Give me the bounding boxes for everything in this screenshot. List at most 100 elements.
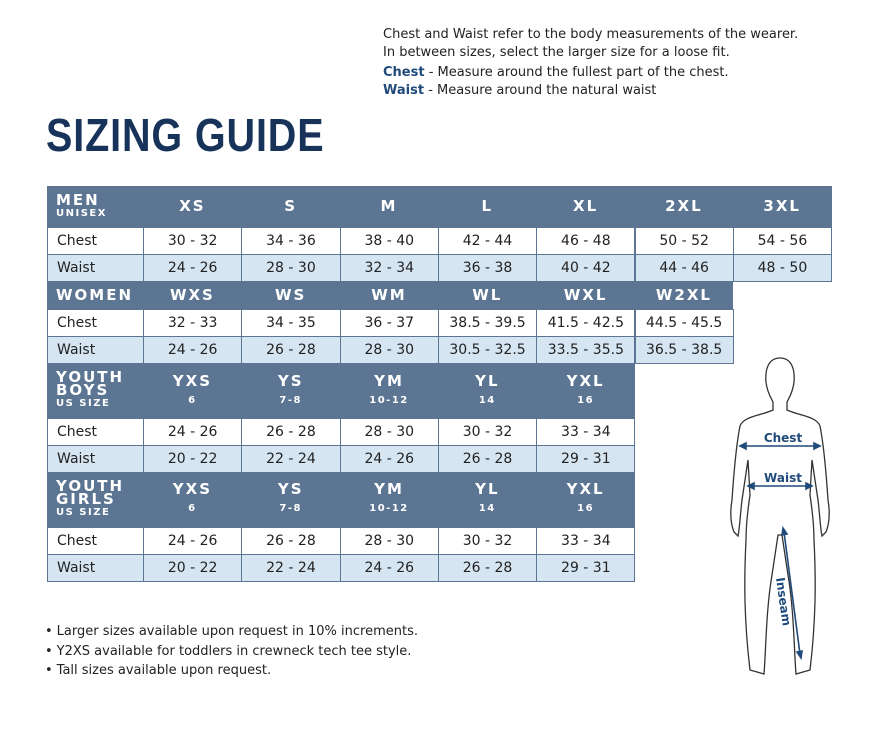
size-header: YS 7-8 bbox=[241, 363, 341, 418]
size-header: WL bbox=[437, 281, 537, 309]
size-header: S bbox=[241, 186, 341, 227]
size-sub: 7-8 bbox=[279, 394, 302, 406]
size-name: YS bbox=[277, 480, 304, 499]
size-header: YS 7-8 bbox=[241, 472, 341, 527]
notes: Larger sizes available upon request in 1… bbox=[45, 622, 418, 681]
cell: 44 - 46 bbox=[634, 254, 734, 283]
intro-line: In between sizes, select the larger size… bbox=[383, 45, 730, 60]
size-name: YS bbox=[277, 371, 304, 390]
size-header: YXL 16 bbox=[536, 472, 635, 527]
size-name: L bbox=[481, 197, 494, 215]
section-label: YOUTH bbox=[56, 476, 125, 495]
cell: 33 - 34 bbox=[536, 526, 636, 555]
cell: 50 - 52 bbox=[634, 227, 734, 256]
row-label: Waist bbox=[47, 254, 144, 283]
size-name: 3XL bbox=[763, 197, 801, 215]
cell: 46 - 48 bbox=[536, 227, 636, 256]
row-label: Waist bbox=[47, 445, 144, 474]
size-header: XL bbox=[536, 186, 635, 227]
row-label: Chest bbox=[47, 227, 144, 256]
cell: 26 - 28 bbox=[241, 526, 341, 555]
cell: 32 - 34 bbox=[339, 254, 439, 283]
size-sub: 6 bbox=[188, 394, 197, 406]
size-sub: 16 bbox=[577, 503, 595, 515]
size-header: W2XL bbox=[634, 281, 734, 309]
body-figure: Chest Waist Inseam bbox=[730, 357, 830, 675]
section-label: BOYS bbox=[56, 381, 110, 400]
cell: 30 - 32 bbox=[143, 227, 243, 256]
cell: 30 - 32 bbox=[437, 526, 538, 555]
size-name: WXS bbox=[169, 285, 215, 304]
intro: Chest and Waist refer to the body measur… bbox=[383, 26, 798, 62]
size-sub: 16 bbox=[577, 394, 595, 406]
cell: 22 - 24 bbox=[241, 445, 341, 474]
size-name: YXS bbox=[172, 480, 213, 499]
section-sublabel: UNISEX bbox=[56, 207, 107, 219]
size-header: 3XL bbox=[732, 186, 832, 227]
row-label: Chest bbox=[47, 526, 144, 555]
cell: 38 - 40 bbox=[339, 227, 439, 256]
cell: 20 - 22 bbox=[143, 445, 243, 474]
section-sublabel: US SIZE bbox=[56, 398, 111, 410]
cell: 34 - 35 bbox=[241, 308, 341, 338]
definition-text: - Measure around the fullest part of the… bbox=[428, 65, 729, 80]
cell: 24 - 26 bbox=[143, 417, 243, 446]
section-label: MEN bbox=[56, 190, 100, 209]
title: SIZING GUIDE bbox=[46, 109, 325, 161]
section-header-label: YOUTH BOYS US SIZE bbox=[47, 363, 143, 418]
size-sub: 6 bbox=[188, 503, 197, 515]
cell: 33 - 34 bbox=[536, 417, 636, 446]
size-sub: 14 bbox=[478, 503, 496, 515]
cell: 34 - 36 bbox=[241, 227, 341, 256]
size-sub: 7-8 bbox=[279, 503, 302, 515]
size-name: YL bbox=[475, 371, 500, 390]
size-header: WXS bbox=[143, 281, 242, 309]
cell: 28 - 30 bbox=[339, 526, 439, 555]
cell: 36 - 38 bbox=[437, 254, 538, 283]
cell: 26 - 28 bbox=[241, 336, 341, 365]
cell: 24 - 26 bbox=[143, 526, 243, 555]
size-name: XS bbox=[179, 197, 206, 215]
cell: 32 - 33 bbox=[143, 308, 243, 338]
cell: 26 - 28 bbox=[241, 417, 341, 446]
chest-label: Chest bbox=[764, 431, 803, 445]
cell: 40 - 42 bbox=[536, 254, 636, 283]
size-name: 2XL bbox=[665, 197, 703, 215]
row-label: Waist bbox=[47, 336, 144, 365]
cell: 28 - 30 bbox=[339, 336, 439, 365]
section-header-label: WOMEN bbox=[47, 281, 143, 309]
size-header: WS bbox=[241, 281, 341, 309]
size-header: M bbox=[339, 186, 439, 227]
row-label: Waist bbox=[47, 553, 144, 583]
cell: 24 - 26 bbox=[339, 445, 439, 474]
cell: 24 - 26 bbox=[143, 254, 243, 283]
inseam-label: Inseam bbox=[773, 576, 794, 626]
intro-line: Chest and Waist refer to the body measur… bbox=[383, 27, 799, 42]
size-header: YXL 16 bbox=[536, 363, 635, 418]
cell: 41.5 - 42.5 bbox=[536, 308, 636, 338]
term: Chest bbox=[383, 65, 425, 80]
size-name: WXL bbox=[563, 285, 608, 304]
cell: 36.5 - 38.5 bbox=[634, 336, 734, 365]
cell: 42 - 44 bbox=[437, 227, 538, 256]
size-header: WM bbox=[339, 281, 439, 309]
cell: 28 - 30 bbox=[241, 254, 341, 283]
size-name: W2XL bbox=[655, 285, 712, 304]
note: Larger sizes available upon request in 1… bbox=[45, 622, 418, 642]
note: Y2XS available for toddlers in crewneck … bbox=[45, 642, 418, 662]
size-header: XS bbox=[143, 186, 242, 227]
cell: 44.5 - 45.5 bbox=[634, 308, 734, 338]
section-label: GIRLS bbox=[56, 489, 116, 508]
cell: 36 - 37 bbox=[339, 308, 439, 338]
size-name: YXL bbox=[566, 371, 605, 390]
cell: 20 - 22 bbox=[143, 553, 243, 583]
section-header-label: YOUTH GIRLS US SIZE bbox=[47, 472, 143, 527]
section-header-label: MEN UNISEX bbox=[47, 186, 143, 227]
size-name: WL bbox=[472, 285, 503, 304]
size-header: YXS 6 bbox=[143, 472, 242, 527]
size-header: WXL bbox=[536, 281, 635, 309]
cell: 24 - 26 bbox=[339, 553, 439, 583]
cell: 29 - 31 bbox=[536, 553, 636, 583]
cell: 33.5 - 35.5 bbox=[536, 336, 636, 365]
